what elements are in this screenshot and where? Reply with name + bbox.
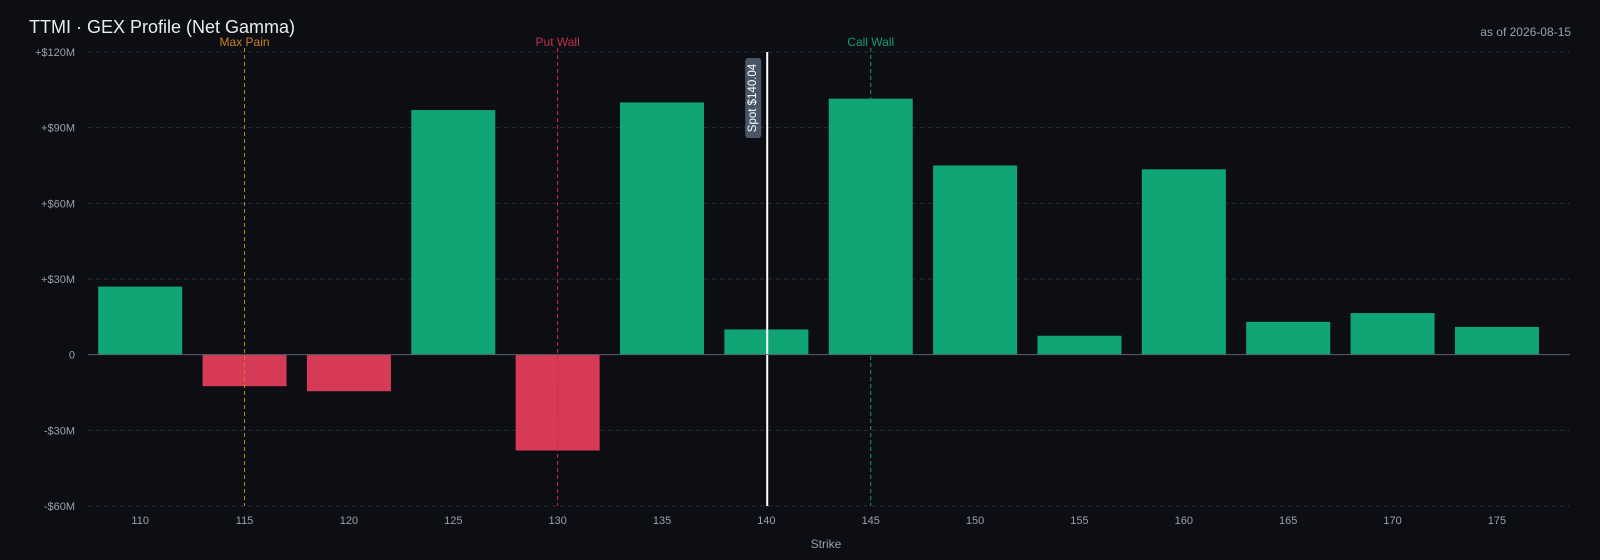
bar-strike-120 [306,354,391,392]
x-tick-label: 150 [966,515,984,527]
x-tick-label: 125 [444,515,462,527]
reference-lines: Max Pain Put Wall Call Wall Spot $140.04 [220,35,894,506]
y-tick-label: +$60M [41,198,75,210]
as-of-date: as of 2026-08-15 [1480,25,1571,39]
bar-strike-170 [1350,313,1435,355]
put-wall-label: Put Wall [536,35,580,49]
bar-strike-135 [620,102,705,355]
bar-strike-160 [1141,169,1226,355]
x-tick-label: 135 [653,515,671,527]
x-tick-label: 175 [1488,515,1506,527]
x-tick-label: 155 [1070,515,1088,527]
y-tick-label: 0 [69,350,75,362]
x-tick-label: 165 [1279,515,1297,527]
spot-badge [745,58,762,138]
x-tick-label: 160 [1175,515,1193,527]
x-tick-label: 130 [548,515,566,527]
spot-label: Spot $140.04 [747,63,759,132]
chart-title: TTMI · GEX Profile (Net Gamma) [29,17,296,37]
grid-lines [88,51,1570,507]
y-tick-label: -$60M [44,501,75,513]
bar-strike-165 [1246,321,1331,355]
x-tick-label: 140 [757,515,775,527]
bar-strike-125 [411,110,496,355]
y-tick-label: +$30M [41,274,75,286]
y-tick-label: +$90M [41,123,75,135]
bar-strike-175 [1454,326,1539,355]
call-wall-label: Call Wall [847,35,894,49]
y-tick-label: -$30M [44,425,75,437]
max-pain-label: Max Pain [220,35,270,49]
axes: -$60M -$30M 0 +$30M +$60M +$90M +$120M 110 115 12… [35,47,1570,527]
x-tick-label: 115 [236,515,254,527]
bar-strike-110 [98,286,183,355]
x-tick-label: 110 [131,515,149,527]
bars [98,98,1539,451]
x-tick-label: 145 [862,515,880,527]
x-axis-title: Strike [811,537,842,551]
x-tick-label: 120 [340,515,358,527]
bar-strike-150 [933,165,1018,355]
x-tick-label: 170 [1383,515,1401,527]
y-tick-label: +$120M [35,47,75,59]
bar-strike-155 [1037,335,1122,355]
